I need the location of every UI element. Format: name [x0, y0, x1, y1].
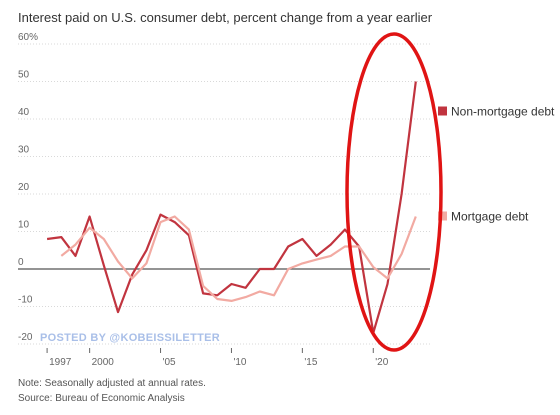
y-tick-label: 20 — [18, 182, 30, 193]
legend-swatch — [438, 106, 447, 116]
legend-swatch — [438, 211, 447, 221]
chart-title: Interest paid on U.S. consumer debt, per… — [18, 10, 433, 25]
watermark: POSTED BY @KOBEISSILETTER — [40, 332, 220, 344]
y-axis-ticks: 60% 50 40 30 20 10 0 -10 -20 — [18, 32, 38, 343]
legend-label: Non-mortgage debt — [451, 105, 555, 119]
x-axis-ticks: 1997 2000 '05 '10 '15 '20 — [46, 348, 389, 368]
note-text: Note: Seasonally adjusted at annual rate… — [18, 378, 206, 389]
x-tick-label: '10 — [233, 357, 246, 368]
source-text: Source: Bureau of Economic Analysis — [18, 393, 185, 404]
series-line-non-mortgage — [46, 81, 417, 334]
x-tick-label: '15 — [304, 357, 317, 368]
y-tick-label: 40 — [18, 107, 30, 118]
x-tick-label: 2000 — [92, 357, 115, 368]
y-tick-label: 30 — [18, 145, 30, 156]
x-tick-label: 1997 — [49, 357, 72, 368]
series-lines — [46, 81, 417, 334]
x-tick-label: '20 — [375, 357, 388, 368]
grid — [18, 43, 430, 345]
highlight-ellipse — [345, 32, 443, 352]
legend-label: Mortgage debt — [451, 210, 529, 224]
y-tick-label: -10 — [18, 295, 33, 306]
y-tick-label: 0 — [18, 257, 24, 268]
y-tick-label: 10 — [18, 220, 30, 231]
y-tick-label: 50 — [18, 70, 30, 81]
y-tick-label: -20 — [18, 332, 33, 343]
x-tick-label: '05 — [163, 357, 176, 368]
legend: Non-mortgage debt Mortgage debt — [438, 105, 555, 224]
series-line-mortgage — [60, 215, 417, 302]
y-tick-label: 60% — [18, 32, 38, 43]
